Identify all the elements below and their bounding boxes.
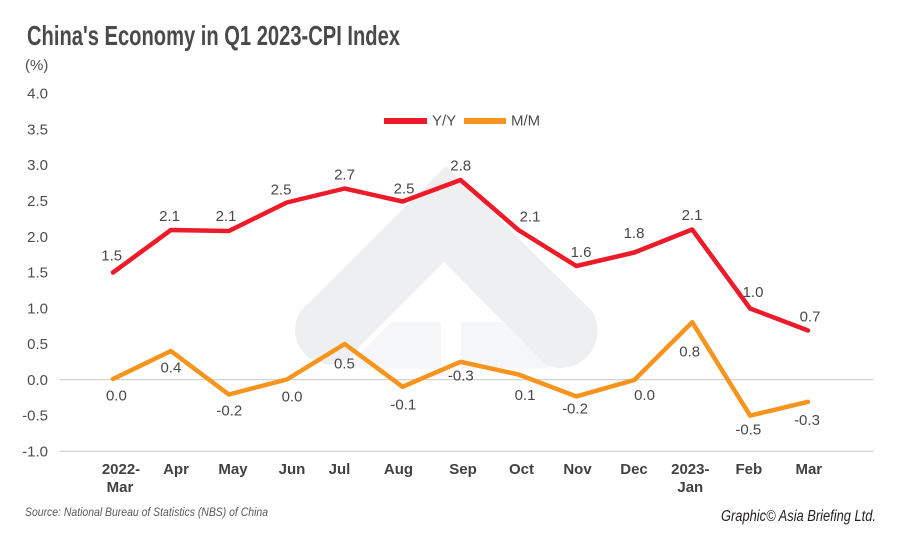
svg-text:-0.3: -0.3 bbox=[794, 412, 820, 429]
svg-text:2.5: 2.5 bbox=[27, 193, 48, 210]
svg-text:0.0: 0.0 bbox=[106, 387, 127, 404]
svg-text:1.8: 1.8 bbox=[624, 225, 645, 242]
svg-text:Y/Y: Y/Y bbox=[432, 113, 456, 130]
svg-text:1.0: 1.0 bbox=[743, 284, 764, 301]
svg-text:3.0: 3.0 bbox=[27, 157, 48, 174]
svg-text:Jan: Jan bbox=[677, 479, 703, 496]
svg-text:China's Economy in Q1 2023-CPI: China's Economy in Q1 2023-CPI Index bbox=[27, 20, 400, 51]
svg-text:Mar: Mar bbox=[795, 461, 822, 478]
svg-text:0.0: 0.0 bbox=[634, 387, 655, 404]
svg-text:-0.5: -0.5 bbox=[735, 421, 761, 438]
svg-text:May: May bbox=[218, 461, 248, 478]
svg-text:-0.5: -0.5 bbox=[22, 408, 48, 425]
svg-text:-0.1: -0.1 bbox=[390, 397, 416, 414]
svg-text:1.0: 1.0 bbox=[27, 300, 48, 317]
svg-text:-1.0: -1.0 bbox=[22, 443, 48, 460]
svg-text:0.0: 0.0 bbox=[282, 389, 303, 406]
svg-text:Nov: Nov bbox=[563, 461, 592, 478]
svg-text:Sep: Sep bbox=[449, 461, 477, 478]
svg-text:2.0: 2.0 bbox=[27, 229, 48, 246]
svg-text:Jun: Jun bbox=[279, 461, 306, 478]
svg-text:Dec: Dec bbox=[620, 461, 648, 478]
svg-text:Oct: Oct bbox=[509, 461, 534, 478]
svg-text:2.5: 2.5 bbox=[394, 180, 415, 197]
svg-text:2.8: 2.8 bbox=[450, 158, 471, 175]
svg-text:Feb: Feb bbox=[735, 461, 762, 478]
svg-text:(%): (%) bbox=[25, 57, 48, 74]
svg-text:0.7: 0.7 bbox=[800, 308, 821, 325]
svg-text:Graphic© Asia Briefing Ltd.: Graphic© Asia Briefing Ltd. bbox=[721, 508, 876, 525]
svg-text:0.1: 0.1 bbox=[515, 387, 536, 404]
svg-text:3.5: 3.5 bbox=[27, 122, 48, 139]
svg-text:4.0: 4.0 bbox=[27, 86, 48, 103]
svg-text:0.4: 0.4 bbox=[160, 359, 181, 376]
svg-text:2.5: 2.5 bbox=[271, 181, 292, 198]
svg-text:2023-: 2023- bbox=[671, 461, 709, 478]
svg-text:0.5: 0.5 bbox=[334, 356, 355, 373]
svg-text:Mar: Mar bbox=[107, 479, 134, 496]
svg-text:-0.2: -0.2 bbox=[562, 401, 588, 418]
svg-text:0.0: 0.0 bbox=[27, 372, 48, 389]
svg-text:Jul: Jul bbox=[329, 461, 351, 478]
svg-text:M/M: M/M bbox=[511, 113, 540, 130]
svg-text:Aug: Aug bbox=[384, 461, 413, 478]
svg-text:1.6: 1.6 bbox=[571, 244, 592, 261]
svg-text:-0.3: -0.3 bbox=[448, 368, 474, 385]
svg-text:1.5: 1.5 bbox=[101, 247, 122, 264]
svg-text:0.8: 0.8 bbox=[679, 344, 700, 361]
svg-text:1.5: 1.5 bbox=[27, 265, 48, 282]
svg-text:2.7: 2.7 bbox=[334, 166, 355, 183]
svg-text:Source: National Bureau of Sta: Source: National Bureau of Statistics (N… bbox=[25, 505, 268, 519]
svg-text:Apr: Apr bbox=[163, 461, 189, 478]
svg-text:2.1: 2.1 bbox=[159, 208, 180, 225]
svg-text:0.5: 0.5 bbox=[27, 336, 48, 353]
svg-text:-0.2: -0.2 bbox=[216, 403, 242, 420]
svg-text:2022-: 2022- bbox=[102, 461, 140, 478]
svg-text:2.1: 2.1 bbox=[682, 207, 703, 224]
svg-text:2.1: 2.1 bbox=[520, 209, 541, 226]
svg-text:2.1: 2.1 bbox=[216, 208, 237, 225]
